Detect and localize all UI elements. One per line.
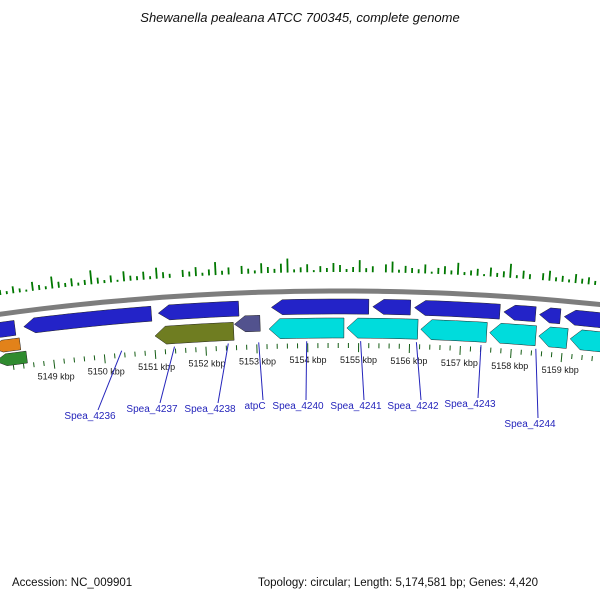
topology-text: Topology: circular; Length: 5,174,581 bp… <box>258 577 539 589</box>
ruler-major-tick <box>560 353 563 363</box>
ruler-label: 5151 kbp <box>138 362 175 372</box>
gene-arrow <box>346 317 419 340</box>
ruler-minor-tick <box>93 355 96 361</box>
ruler-minor-tick <box>12 364 15 370</box>
density-tick <box>214 262 217 276</box>
density-tick <box>57 281 60 288</box>
ruler-label: 5155 kbp <box>340 355 377 365</box>
density-tick <box>522 270 525 279</box>
accession-text: Accession: NC_009901 <box>12 577 133 589</box>
ruler-label: 5156 kbp <box>390 356 427 366</box>
backbone-arc <box>0 288 600 317</box>
ruler-major-tick <box>103 354 106 364</box>
gene-label: Spea_4238 <box>184 404 236 415</box>
ruler-label: 5159 kbp <box>542 365 579 375</box>
gene-label: Spea_4241 <box>330 401 382 412</box>
ruler-minor-tick <box>83 356 86 362</box>
gene-arrow <box>154 322 235 345</box>
density-tick <box>50 276 54 289</box>
density-tick <box>541 273 545 281</box>
density-tick <box>18 288 21 293</box>
ruler-major-tick <box>53 359 56 369</box>
ruler-label: 5153 kbp <box>239 356 276 366</box>
leader-line <box>535 348 539 419</box>
density-tick <box>109 275 112 283</box>
gene-arrow <box>420 319 488 343</box>
gene-label: atpC <box>244 401 265 412</box>
leader-line <box>477 345 482 399</box>
density-tick <box>489 267 492 277</box>
gene-arrow <box>569 329 600 353</box>
gene-arrow <box>0 350 28 366</box>
density-tick <box>509 263 512 278</box>
gene-arrow <box>0 320 17 338</box>
ruler-minor-tick <box>73 357 76 363</box>
density-tick <box>561 275 564 282</box>
gene-label: Spea_4242 <box>387 401 439 412</box>
gene-arrow <box>372 299 412 316</box>
ruler-label: 5150 kbp <box>88 366 125 376</box>
ruler-minor-tick <box>63 358 65 364</box>
leader-line <box>217 343 229 404</box>
gene-label: Spea_4243 <box>444 399 496 410</box>
density-tick <box>83 279 86 286</box>
ruler-minor-tick <box>591 355 593 362</box>
ruler-minor-tick <box>22 363 25 369</box>
leader-line <box>415 342 422 401</box>
ruler-label: 5149 kbp <box>38 372 75 382</box>
density-tick <box>587 277 591 285</box>
ruler-label: 5157 kbp <box>441 358 478 368</box>
gene-arrow <box>23 305 153 334</box>
leader-line <box>258 342 264 401</box>
gene-label: Spea_4237 <box>126 404 178 415</box>
gene-label: Spea_4236 <box>64 411 116 422</box>
gene-arrow <box>233 315 261 333</box>
density-tick <box>456 262 460 275</box>
figure-title: Shewanella pealeana ATCC 700345, complet… <box>140 10 460 25</box>
leader-line <box>159 346 175 404</box>
density-tick <box>96 277 99 284</box>
leader-line <box>360 341 365 401</box>
ruler-label: 5158 kbp <box>491 361 528 371</box>
gene-label: Spea_4244 <box>504 419 556 430</box>
density-tick <box>548 270 552 281</box>
ruler-minor-tick <box>43 360 45 367</box>
gene-arrow <box>268 317 345 339</box>
gene-arrow <box>563 309 600 328</box>
gene-arrow <box>489 323 537 347</box>
density-tick <box>194 267 197 277</box>
density-tick <box>30 281 34 291</box>
density-tick <box>70 278 73 287</box>
gene-arrow <box>270 298 370 315</box>
gene-label: Spea_4240 <box>272 401 324 412</box>
ruler-label: 5154 kbp <box>289 355 326 365</box>
leader-line <box>305 341 308 401</box>
ruler-major-tick <box>154 349 157 360</box>
density-tick <box>37 284 41 291</box>
gene-arrow <box>0 337 22 353</box>
ruler-label: 5152 kbp <box>188 359 225 369</box>
gene-arrow <box>539 307 562 325</box>
density-tick <box>574 273 578 284</box>
density-tick <box>11 286 15 294</box>
density-tick <box>122 271 126 282</box>
ruler-minor-tick <box>33 362 35 368</box>
density-tick <box>142 271 145 280</box>
gene-arrow <box>414 300 501 320</box>
leader-line <box>97 350 123 411</box>
density-tick <box>89 270 93 285</box>
ruler-major-tick <box>510 348 512 359</box>
gene-arrow <box>157 300 240 321</box>
gene-arrow <box>503 304 537 322</box>
density-tick <box>155 267 158 279</box>
gene-arrow <box>538 326 569 349</box>
